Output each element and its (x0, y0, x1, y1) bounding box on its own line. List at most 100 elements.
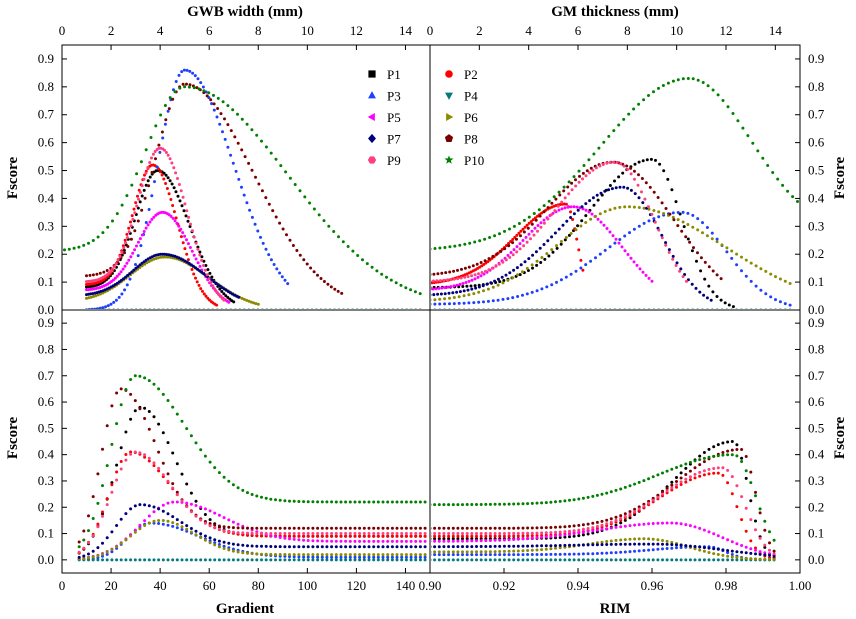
br-point-P4 (623, 558, 627, 562)
tl-point-P7 (128, 272, 132, 276)
br-point-P8 (484, 526, 488, 530)
br-point-P4 (549, 558, 553, 562)
bl-point-P10 (390, 500, 394, 504)
bl-point-P2 (358, 534, 362, 538)
bl-point-P8 (241, 526, 245, 530)
br-point-P4 (437, 558, 441, 562)
tr-point-P4 (526, 308, 529, 309)
bl-point-P6 (297, 553, 301, 557)
tr-point-P4 (696, 308, 699, 309)
bl-point-P2 (101, 510, 104, 514)
tl-point-P10 (87, 241, 90, 245)
bl-point-P9 (91, 534, 95, 538)
tr-point-P8 (692, 246, 695, 250)
bl-point-P3 (395, 555, 399, 559)
br-point-P5 (558, 533, 562, 537)
tr-point-P10 (508, 227, 511, 231)
tl-point-P3 (278, 271, 282, 275)
tr-point-P6 (550, 248, 554, 252)
tr-point-P3 (647, 219, 651, 223)
bl-point-P7 (400, 545, 404, 549)
tl-point-P10 (303, 195, 307, 199)
tl-point-P2 (164, 182, 168, 185)
bl-point-P2 (386, 534, 390, 538)
tr-point-P5 (542, 218, 546, 222)
tr-point-P10 (488, 236, 492, 239)
br-point-P5 (740, 544, 744, 547)
tr-point-P10 (726, 105, 730, 109)
bl-point-P2 (348, 534, 352, 538)
tl-point-P3 (286, 282, 290, 286)
tr-point-P7 (439, 292, 443, 296)
bl-point-P6 (250, 552, 254, 556)
tr-point-P6 (754, 264, 758, 268)
legend-marker-P4 (445, 92, 453, 100)
tr-point-P9 (511, 253, 515, 257)
br-point-P2 (688, 478, 692, 482)
tr-point-P8 (703, 260, 707, 264)
tr-point-P4 (579, 308, 583, 309)
br-point-P9 (707, 467, 711, 471)
bl-point-P5 (390, 539, 394, 543)
tl-point-P5 (125, 261, 129, 265)
tl-point-P4 (225, 308, 228, 309)
tr-point-P4 (599, 308, 602, 309)
tr-point-P9 (480, 271, 484, 274)
tr-point-P9 (456, 277, 460, 281)
br-point-P8 (735, 448, 739, 451)
br-point-P1 (754, 519, 757, 523)
tr-point-P10 (607, 134, 611, 138)
bl-point-P5 (330, 539, 334, 543)
tl-point-P1 (168, 179, 172, 183)
tr-point-P7 (705, 296, 709, 300)
br-point-P7 (595, 543, 599, 547)
br-point-P3 (431, 553, 432, 556)
tl-point-P5 (129, 255, 133, 259)
tr-point-P4 (467, 308, 471, 309)
br-point-P10 (661, 471, 664, 475)
bl-point-P10 (171, 405, 175, 409)
bl-point-P4 (152, 558, 156, 562)
tl-point-P6 (150, 258, 153, 262)
tr-ytick-label: 0.3 (808, 218, 824, 233)
bl-point-P10 (311, 500, 315, 504)
br-point-P6 (744, 556, 748, 560)
tr-point-P6 (462, 294, 466, 298)
br-point-P7 (768, 553, 771, 557)
tr-point-P6 (482, 289, 485, 293)
bl-point-P2 (302, 534, 306, 538)
bl-point-P8 (250, 526, 254, 530)
tl-point-P9 (218, 294, 222, 298)
tr-point-P1 (658, 162, 662, 166)
br-point-P10 (628, 484, 632, 488)
bl-point-P10 (325, 500, 329, 504)
tr-point-P3 (764, 292, 768, 296)
tr-point-P4 (691, 308, 694, 309)
tr-point-P3 (594, 256, 597, 260)
tr-point-P6 (506, 278, 510, 282)
tl-point-P8 (188, 83, 192, 87)
br-point-P6 (763, 557, 767, 561)
bl-point-P7 (91, 549, 95, 553)
tl-point-P4 (148, 308, 151, 309)
br-point-P10 (772, 538, 776, 542)
bl-point-P10 (246, 491, 249, 495)
tl-point-P2 (162, 177, 166, 181)
tl-point-P5 (186, 242, 190, 246)
bl-point-P10 (185, 427, 189, 431)
tr-point-P1 (711, 290, 715, 294)
tr-point-P10 (761, 156, 765, 160)
bl-point-P6 (255, 552, 259, 556)
tl-point-P4 (211, 308, 214, 309)
tl-point-P4 (382, 308, 386, 309)
br-point-P6 (456, 550, 460, 554)
br-point-P5 (512, 538, 516, 541)
tl-point-P9 (148, 161, 152, 164)
bl-point-P9 (358, 532, 362, 535)
br-point-P4 (451, 558, 455, 562)
br-point-P8 (609, 517, 613, 521)
br-point-P1 (577, 534, 581, 538)
tr-point-P8 (511, 241, 515, 245)
br-point-P5 (684, 523, 688, 527)
bl-xtick-label: 100 (298, 578, 318, 593)
